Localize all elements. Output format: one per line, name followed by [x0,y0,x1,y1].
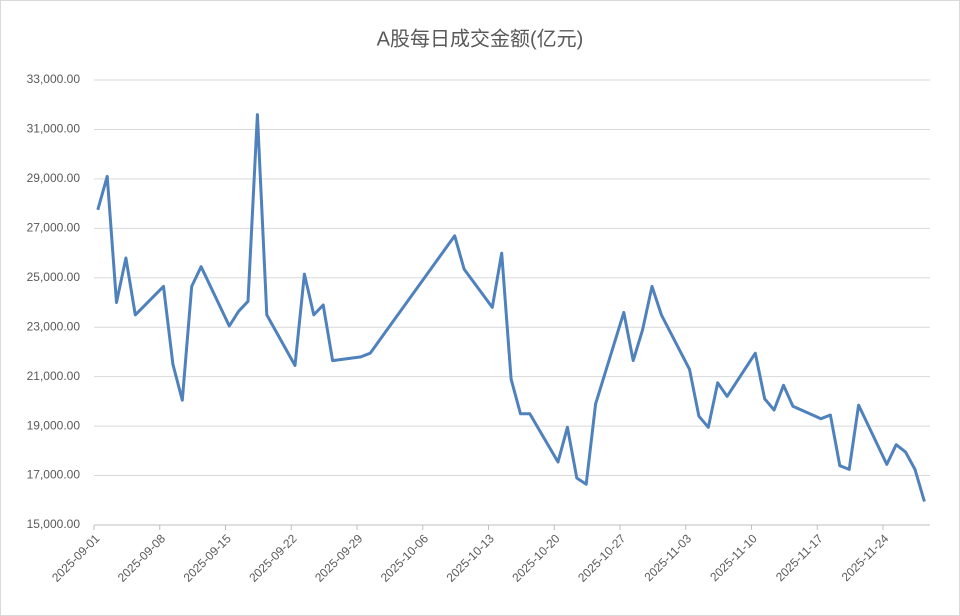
y-tick-label: 29,000.00 [27,171,81,185]
y-tick-label: 27,000.00 [27,221,81,235]
y-tick-label: 19,000.00 [27,418,81,432]
y-tick-label: 17,000.00 [27,468,81,482]
y-tick-label: 15,000.00 [27,517,81,531]
y-tick-label: 33,000.00 [27,72,81,86]
y-tick-label: 23,000.00 [27,319,81,333]
y-tick-label: 25,000.00 [27,270,81,284]
chart-title: A股每日成交金额(亿元) [377,27,584,50]
y-tick-label: 21,000.00 [27,369,81,383]
line-series [96,113,926,502]
y-tick-label: 31,000.00 [27,122,81,136]
